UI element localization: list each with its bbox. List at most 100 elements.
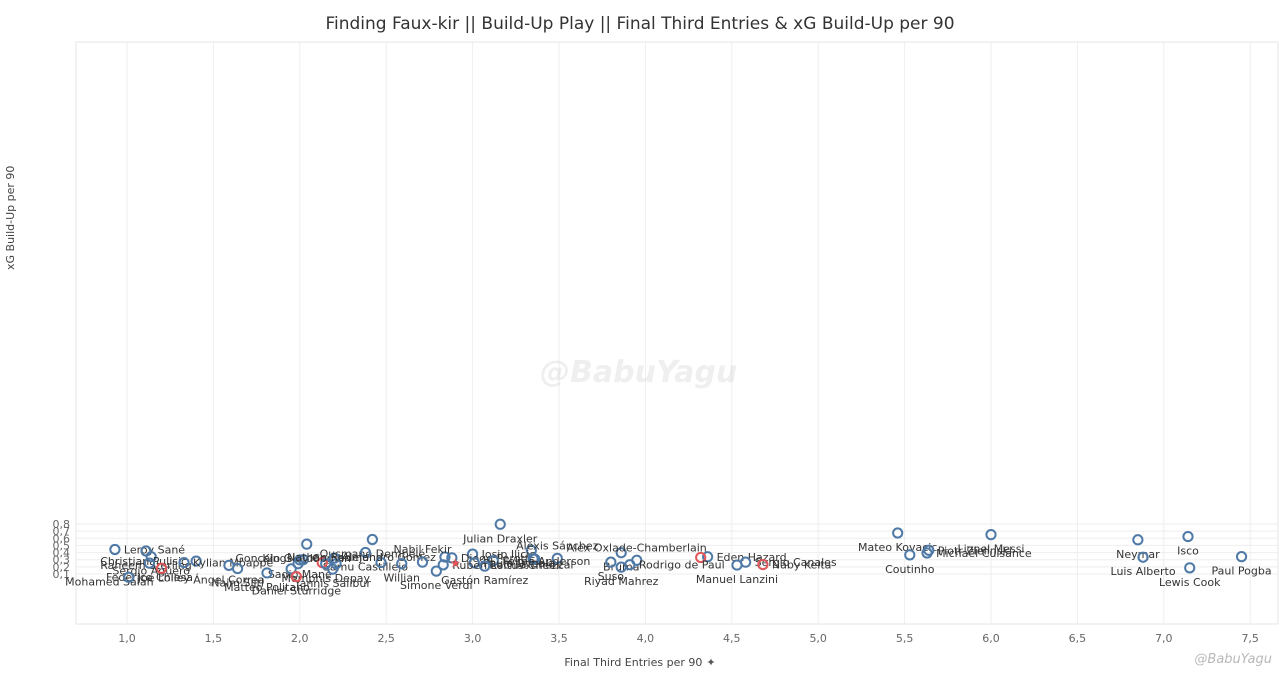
plot-area bbox=[75, 41, 1279, 625]
point-label: Willian bbox=[383, 572, 420, 585]
data-point[interactable] bbox=[190, 555, 202, 567]
point-label: Bruma bbox=[603, 561, 640, 574]
watermark-center: @BabuYagu bbox=[540, 355, 738, 390]
data-point[interactable] bbox=[290, 570, 302, 583]
data-point[interactable] bbox=[430, 565, 442, 577]
point-label: Alexis Sánchez bbox=[516, 539, 598, 552]
point-label: Felipe Anderson bbox=[502, 555, 590, 568]
x-tick-label: 7,0 bbox=[1155, 632, 1173, 645]
data-point[interactable] bbox=[375, 556, 387, 569]
data-point[interactable] bbox=[695, 551, 707, 564]
data-point[interactable] bbox=[178, 556, 190, 569]
x-axis-label: Final Third Entries per 90 bbox=[564, 656, 703, 669]
y-tick-label: 0,7 bbox=[53, 525, 71, 538]
data-point[interactable] bbox=[231, 562, 244, 575]
point-label: Luis Alberto bbox=[1111, 565, 1176, 578]
data-point[interactable] bbox=[359, 546, 372, 559]
point-label: Ángel Correa bbox=[193, 573, 264, 586]
data-point[interactable] bbox=[1182, 530, 1194, 543]
data-point[interactable] bbox=[904, 549, 916, 561]
point-label: Nathan Redmond bbox=[287, 551, 383, 564]
x-tick-label: 1,0 bbox=[118, 632, 136, 645]
x-tick-label: 5,0 bbox=[809, 632, 827, 645]
point-label: Paul Pogba bbox=[1212, 565, 1272, 578]
data-point[interactable] bbox=[145, 551, 157, 563]
point-label: Ruben Loftus-Cheek bbox=[452, 559, 563, 572]
data-point[interactable] bbox=[1184, 562, 1196, 574]
point-label: Piotr Zielinski bbox=[938, 544, 1012, 557]
data-point[interactable] bbox=[123, 571, 135, 583]
data-point[interactable] bbox=[468, 557, 480, 569]
data-point[interactable] bbox=[479, 560, 491, 572]
data-point[interactable] bbox=[1137, 551, 1149, 563]
point-label: Leroy Sané bbox=[124, 543, 185, 556]
point-label: Isco bbox=[1177, 545, 1199, 558]
data-point[interactable] bbox=[320, 558, 332, 570]
point-label: Alejandro Gomez bbox=[342, 551, 436, 564]
star-marker[interactable]: ★ bbox=[449, 556, 461, 571]
data-point[interactable] bbox=[1235, 551, 1248, 563]
data-point[interactable] bbox=[446, 552, 458, 564]
data-point[interactable] bbox=[292, 558, 304, 570]
data-point[interactable] bbox=[439, 551, 451, 563]
point-label: Michaël Cuisance bbox=[936, 547, 1032, 560]
x-tick-label: 1,5 bbox=[205, 632, 223, 645]
y-tick-label: 0,1 bbox=[53, 568, 71, 581]
data-point[interactable] bbox=[143, 557, 156, 569]
x-tick-label: 2,5 bbox=[377, 632, 395, 645]
data-point[interactable] bbox=[615, 561, 627, 573]
point-label: Alex Oxlade-Chamberlain bbox=[567, 541, 707, 554]
y-tick-label: 0,8 bbox=[53, 518, 71, 531]
data-point[interactable] bbox=[605, 556, 617, 568]
data-point[interactable] bbox=[301, 538, 313, 550]
x-tick-label: 7,5 bbox=[1241, 632, 1259, 645]
chart-title: Finding Faux-kir || Build-Up Play || Fin… bbox=[325, 14, 955, 34]
point-label: Mateo Kovacic bbox=[858, 541, 937, 554]
point-label: Joe Lolley bbox=[137, 571, 191, 584]
x-tick-label: 6,0 bbox=[982, 632, 1000, 645]
data-point[interactable] bbox=[155, 562, 168, 574]
data-point[interactable] bbox=[261, 567, 273, 579]
data-point[interactable] bbox=[757, 558, 769, 571]
data-point[interactable] bbox=[328, 552, 340, 564]
x-tick-label: 2,0 bbox=[291, 632, 309, 645]
point-label: Ousmane Dembélé bbox=[320, 547, 426, 560]
point-label: Coutinho bbox=[885, 563, 935, 576]
data-point[interactable] bbox=[1132, 534, 1144, 546]
data-point[interactable] bbox=[494, 518, 506, 530]
point-label: Rodrigo de Paul bbox=[639, 559, 725, 572]
pin-icon[interactable]: ✦ bbox=[706, 656, 716, 669]
data-point[interactable] bbox=[396, 558, 408, 570]
data-point[interactable] bbox=[487, 555, 499, 567]
data-point[interactable] bbox=[985, 529, 997, 541]
point-label: Kingsley Coman bbox=[262, 552, 351, 565]
point-label: Josip Ilicic bbox=[481, 548, 536, 561]
point-label: Matteo Politano bbox=[224, 581, 310, 594]
x-tick-label: 4,5 bbox=[723, 632, 741, 645]
data-point[interactable] bbox=[615, 547, 627, 559]
y-tick-label: 0,2 bbox=[53, 561, 71, 574]
x-tick-label: 3,0 bbox=[464, 632, 482, 645]
point-label: Christian Pulisic bbox=[100, 555, 187, 568]
data-point[interactable] bbox=[109, 543, 121, 556]
data-point[interactable] bbox=[285, 563, 297, 575]
point-label: Nabil Fekir bbox=[393, 543, 451, 556]
y-tick-label: 0,3 bbox=[53, 554, 71, 567]
point-label: Sergio Canales bbox=[755, 556, 837, 569]
data-point[interactable] bbox=[416, 556, 429, 568]
data-point[interactable] bbox=[921, 547, 933, 559]
watermark-corner: @BabuYagu bbox=[1194, 652, 1272, 667]
point-label: Neymar bbox=[1116, 548, 1160, 561]
data-point[interactable] bbox=[529, 553, 541, 565]
data-point[interactable] bbox=[731, 559, 743, 571]
data-point[interactable] bbox=[892, 527, 904, 539]
data-point[interactable] bbox=[437, 559, 449, 571]
data-point[interactable] bbox=[551, 552, 563, 564]
data-point[interactable] bbox=[366, 533, 378, 546]
data-point[interactable] bbox=[702, 551, 714, 563]
x-tick-label: 3,5 bbox=[550, 632, 568, 645]
point-label: Simone Verdi bbox=[400, 579, 473, 592]
data-point[interactable] bbox=[327, 563, 339, 575]
point-label: Julian Draxler bbox=[462, 532, 538, 545]
point-label: Yannis Salibur bbox=[293, 577, 371, 590]
